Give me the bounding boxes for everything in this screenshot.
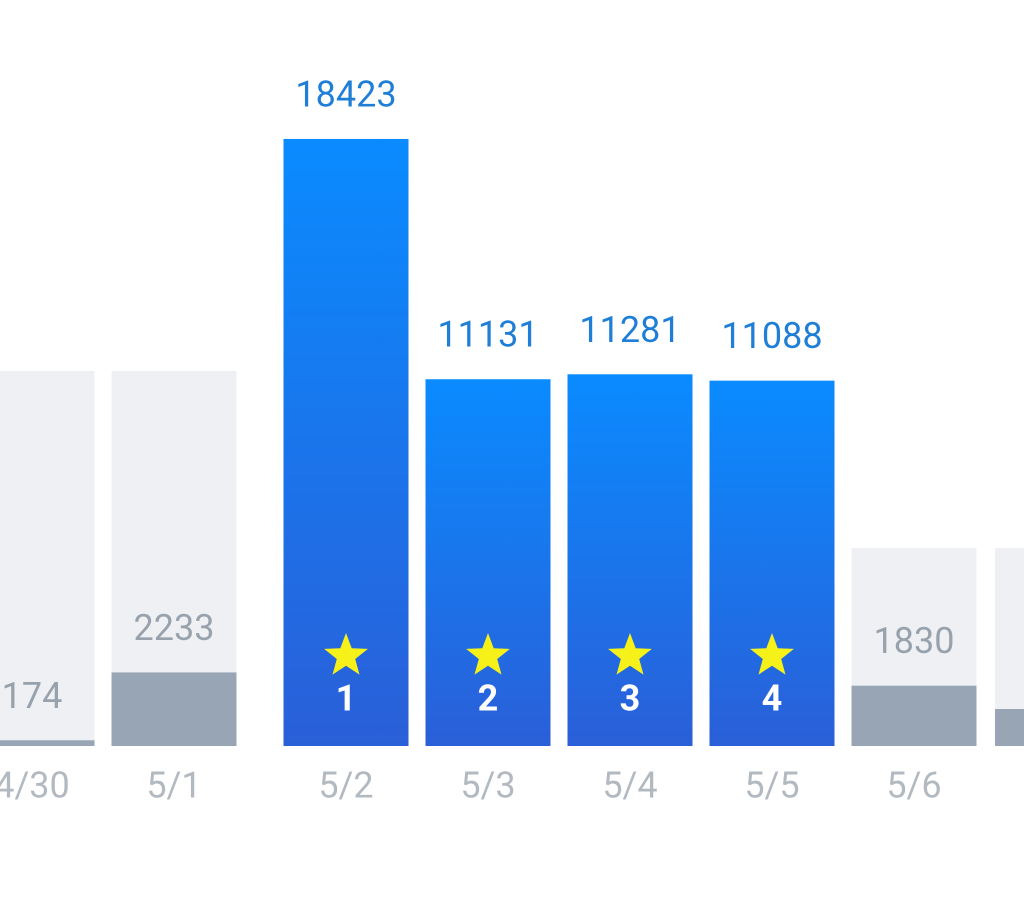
value-label: 11131 (437, 314, 538, 356)
value-label: 11281 (579, 309, 680, 351)
x-tick-label: 5/1 (146, 765, 201, 807)
bar (851, 685, 977, 746)
bar (425, 379, 551, 746)
x-tick-label: 5/6 (886, 765, 941, 807)
star-icon (608, 633, 652, 675)
value-label: 11088 (721, 315, 822, 357)
rank-label: 1 (336, 678, 357, 720)
value-label: 18423 (295, 73, 396, 115)
bar (709, 380, 835, 746)
x-tick-label: 5/2 (318, 765, 373, 807)
star-icon (750, 633, 794, 675)
star-icon (466, 633, 510, 675)
rank-label: 2 (478, 678, 499, 720)
value-label: 2233 (134, 607, 215, 649)
bar (111, 672, 237, 746)
rank-label: 3 (620, 678, 641, 720)
rank-label: 4 (762, 678, 783, 720)
x-tick-label: 5/3 (460, 765, 515, 807)
x-tick-label: 4/30 (0, 765, 70, 807)
x-tick-label: 5/4 (602, 765, 657, 807)
value-label: 1830 (874, 620, 955, 662)
star-icon (324, 633, 368, 675)
bar (567, 374, 693, 746)
bar-background (0, 371, 95, 746)
bar-partial (995, 709, 1024, 746)
bar (0, 740, 95, 746)
x-tick-label: 5/5 (744, 765, 799, 807)
value-label: 174 (2, 675, 63, 717)
